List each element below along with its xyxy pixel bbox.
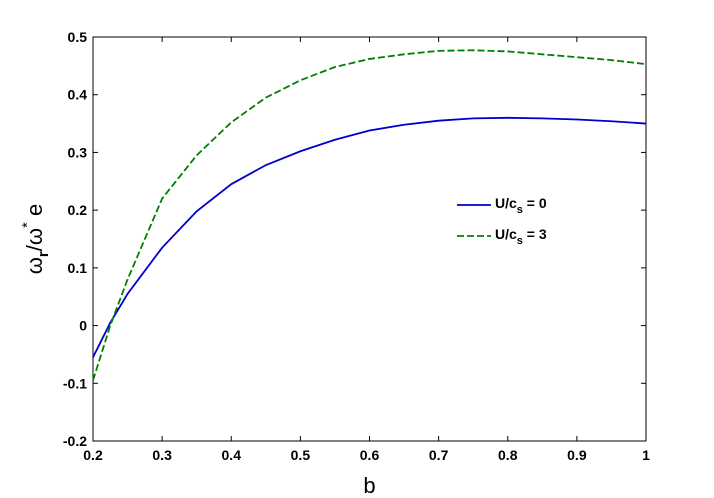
x-tick-label: 0.6: [360, 447, 380, 463]
y-tick-label: 0: [79, 318, 87, 334]
legend-label-tail: = 3: [523, 226, 547, 242]
legend-label-1: U/cs = 3: [495, 226, 547, 247]
y-axis-label: ωr/ω* e: [19, 204, 52, 275]
series-line-0: [92, 116, 647, 358]
legend-label-tail: = 0: [523, 195, 547, 211]
y-label-mid: /ω: [22, 228, 47, 251]
y-label-omega: ω: [22, 257, 47, 274]
y-axis-label-text: ωr/ω* e: [19, 204, 52, 275]
legend-label-main: U/c: [495, 195, 517, 211]
x-tick-label: 0.2: [83, 447, 103, 463]
x-tick-label: 1: [642, 447, 650, 463]
x-tick-label: 0.3: [152, 447, 172, 463]
legend-label-sub: s: [517, 235, 523, 247]
y-tick-label: -0.1: [63, 375, 87, 391]
x-tick-label: 0.9: [567, 447, 587, 463]
x-axis-label: b: [363, 473, 375, 498]
x-tick-label: 0.8: [498, 447, 518, 463]
legend: U/cs = 0U/cs = 3: [457, 195, 547, 247]
legend-label-0: U/cs = 0: [495, 195, 547, 216]
legend-label-main: U/c: [495, 226, 517, 242]
plot-area: 0.2 0.3 0.4 0.5 0.6 0.7 0.8 0.9 1 -0.2 -0.1 0 0.1 0.2…: [63, 29, 650, 463]
y-label-sub: r: [35, 251, 52, 257]
x-tick-label: 0.7: [429, 447, 449, 463]
y-tick-label: 0.2: [68, 202, 88, 218]
y-tick-label: 0.5: [68, 29, 88, 45]
y-tick-label: 0.4: [68, 87, 88, 103]
y-label-tail: e: [22, 204, 47, 222]
y-label-sup: *: [19, 222, 36, 228]
y-tick-label: 0.3: [68, 144, 88, 160]
x-tick-label: 0.4: [222, 447, 242, 463]
x-tick-label: 0.5: [291, 447, 311, 463]
y-tick-label: 0.1: [68, 260, 88, 276]
series-line-1: [92, 49, 647, 381]
legend-label-sub: s: [517, 204, 523, 216]
y-tick-label: -0.2: [63, 433, 87, 449]
